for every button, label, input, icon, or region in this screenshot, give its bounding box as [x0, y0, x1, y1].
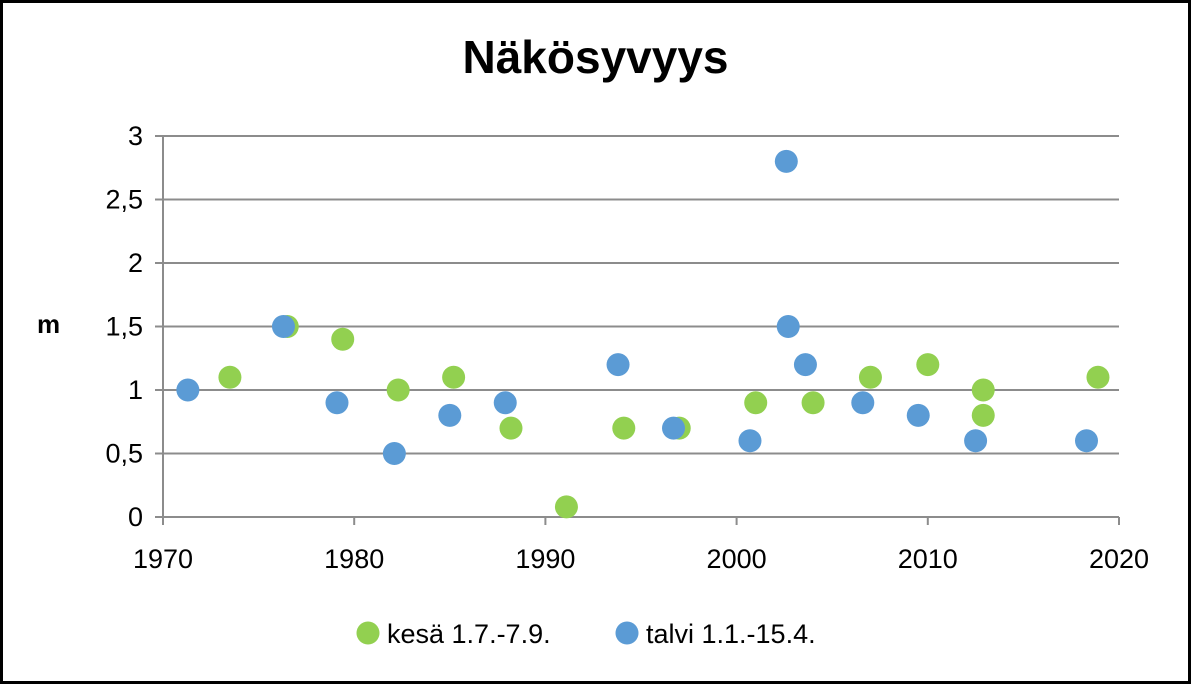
x-tick-label-3: 2000 [707, 544, 767, 574]
series-0-point-14 [971, 378, 995, 402]
series-1-point-9 [774, 149, 798, 173]
series-1-point-8 [738, 429, 762, 453]
series-0-point-3 [386, 378, 410, 402]
series-0-point-5 [499, 416, 523, 440]
series-1-point-1 [271, 315, 295, 338]
series-1-point-15 [1074, 429, 1098, 453]
x-tick-label-1: 1980 [324, 544, 384, 574]
series-1-point-11 [793, 353, 817, 377]
y-axis-label: m [37, 309, 60, 339]
x-tick-label-4: 2010 [898, 544, 958, 574]
x-tick-label-0: 1970 [133, 544, 193, 574]
y-tick-label-1: 0,5 [105, 439, 143, 469]
series-0-point-10 [801, 391, 825, 415]
y-tick-label-0: 0 [128, 502, 143, 532]
x-tick-label-5: 2020 [1089, 544, 1149, 574]
series-1-point-13 [906, 403, 930, 427]
y-tick-label-5: 2,5 [105, 185, 143, 215]
data-points [176, 149, 1110, 519]
series-1-point-2 [325, 391, 349, 415]
series-1-point-5 [493, 391, 517, 415]
series-0-point-13 [971, 403, 995, 427]
series-0-point-6 [554, 495, 578, 519]
legend-label-0: kesä 1.7.-7.9. [387, 619, 551, 649]
y-tick-label-2: 1 [128, 375, 143, 405]
series-1-point-0 [176, 378, 200, 402]
series-0-point-0 [218, 365, 242, 389]
series-0-point-12 [916, 353, 940, 377]
legend-marker-0 [356, 621, 380, 645]
series-1-point-14 [964, 429, 988, 453]
y-tick-label-3: 1,5 [105, 312, 143, 342]
series-1-point-3 [382, 442, 406, 465]
series-0-point-11 [858, 365, 882, 389]
x-tick-labels: 1970 1980 1990 2000 2010 2020 [133, 517, 1149, 574]
series-1-point-4 [438, 403, 462, 427]
gridlines [163, 135, 1119, 455]
y-tick-label-4: 2 [128, 248, 143, 278]
series-1-point-6 [606, 353, 630, 377]
chart-title: Näkösyvyys [462, 31, 729, 83]
legend-marker-1 [615, 621, 639, 645]
series-1-point-12 [851, 391, 875, 415]
series-1-point-10 [776, 315, 800, 338]
y-tick-labels: 0 0,5 1 1,5 2 2,5 3 [105, 121, 163, 532]
x-tick-label-2: 1990 [515, 544, 575, 574]
series-0-point-2 [331, 327, 355, 351]
series-0-point-7 [612, 416, 636, 440]
legend: kesä 1.7.-7.9. talvi 1.1.-15.4. [356, 619, 816, 649]
y-tick-label-6: 3 [128, 121, 143, 151]
legend-label-1: talvi 1.1.-15.4. [646, 619, 816, 649]
series-0-point-15 [1086, 365, 1110, 389]
series-0-point-4 [442, 365, 466, 389]
series-0-point-9 [744, 391, 768, 415]
series-1-point-7 [662, 416, 686, 440]
